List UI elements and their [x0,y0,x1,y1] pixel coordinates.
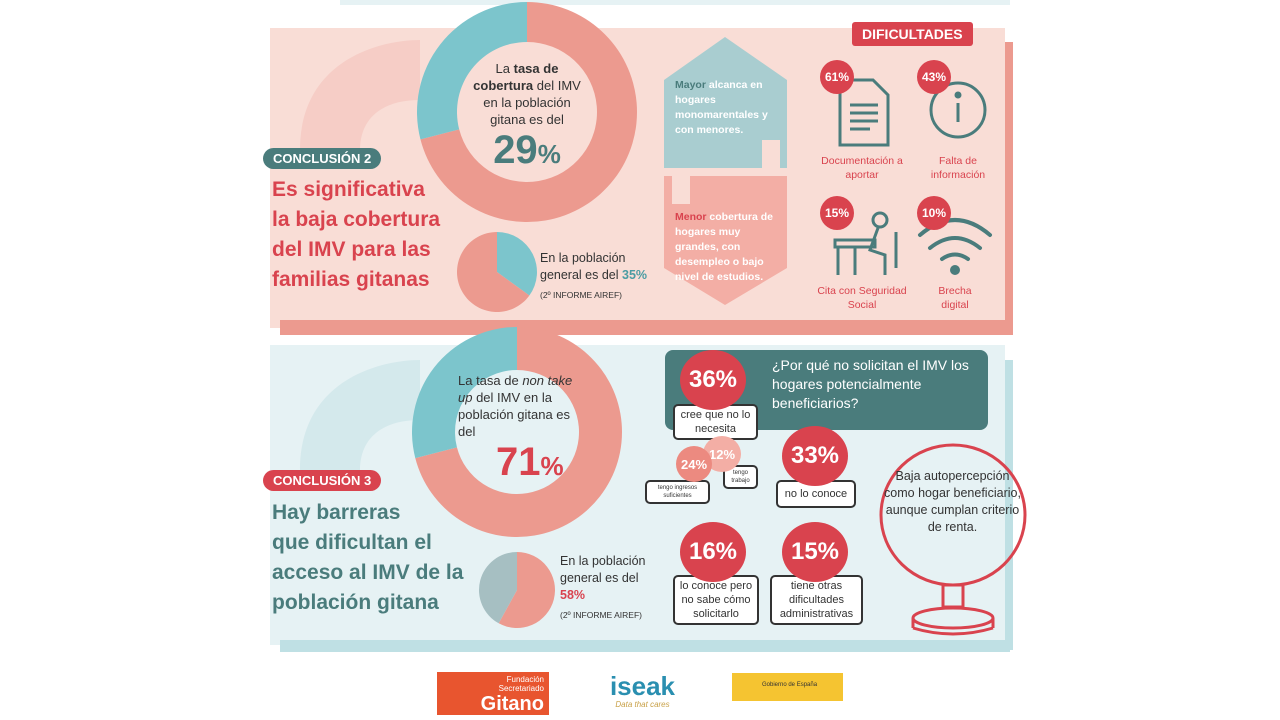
reason-label: cree que no lo necesita [673,404,758,440]
info-icon [929,81,987,139]
text-italic: non take up [458,373,573,405]
logo-text: Gitano [480,693,544,715]
donut-segment-rest [420,2,637,222]
reason-badge: 15% [782,522,848,582]
difficulties-title: DIFICULTADES [852,22,973,46]
difficulty-label: Documentación a aportar [821,155,903,181]
source: (2º INFORME AIREF) [560,610,642,620]
general-coverage-pie-chart [456,232,537,313]
value: 58% [560,588,586,602]
house-up-text: Mayor alcanca en hogares monomarentales … [675,78,780,138]
coverage-value: 29% [467,128,587,176]
reason-label: no lo conoce [776,480,856,508]
house-up-arrow [664,37,787,168]
text: del IMV en la población gitana es del [458,390,571,439]
house-down-text: Menor cobertura de hogares muy grandes, … [675,210,785,285]
text: En la población general es del [540,251,626,282]
coverage-donut-chart [417,2,637,222]
donut-segment-coverage [417,2,527,140]
text: La tasa de [458,373,523,388]
reason-badge: 16% [680,522,746,582]
conclusion2-tag: CONCLUSIÓN 2 [263,148,382,169]
difficulty-label: Cita con Seguridad Social [817,285,907,311]
logo-text: iseak [609,671,676,701]
non-take-up-donut-text: La tasa de non take up del IMV en la pob… [458,372,578,488]
iseak-logo: iseak Data that cares [605,672,680,709]
big-number-3-decoration [300,360,420,470]
document-icon [838,78,890,147]
pie-slice-rest [456,232,530,313]
text: En la población general es del [560,554,646,585]
house-down-arrow [664,176,787,305]
coverage-donut-text: La tasa de cobertura del IMV en la pobla… [467,60,587,176]
difficulty-label: Falta de información [930,155,986,181]
value: 29 [493,128,538,172]
conclusion3-headline: Hay barreras que dificultan el acceso al… [272,498,463,618]
pie-slice-rest [478,552,517,624]
source: (2º INFORME AIREF) [540,290,622,300]
headline-line: familias gitanas [272,268,430,291]
value: 35% [622,268,648,282]
conclusion2-headline: Es significativa la baja cobertura del I… [272,175,440,295]
mirror-icon [879,443,1027,636]
donut-segment-non-take-up [415,327,622,537]
headline-line: Hay barreras [272,501,401,524]
reason-label: tiene otras dificultades administrativas [770,575,863,625]
non-take-up-donut-chart [412,327,622,537]
headline-line: la baja cobertura [272,208,441,231]
logo-text: Secretariado [498,684,544,693]
general-coverage-text: En la población general es del 35% (2º I… [540,250,660,304]
text-bold: tasa de cobertura [473,61,559,93]
big-number-2-decoration [300,40,420,150]
unit: % [537,139,561,169]
gov-logo: Gobierno de España [732,673,843,701]
headline-line: población gitana [272,591,439,614]
text: alcanca en hogares monomarentales y con … [675,79,768,136]
text: del IMV en la población gitana es del [483,78,581,127]
value: 71 [496,440,541,484]
general-non-take-up-text: En la población general es del 58% (2º I… [560,553,660,624]
person-at-desk-icon [833,211,898,275]
reason-badge: 36% [680,350,746,410]
question-text: ¿Por qué no solicitan el IMV los hogares… [772,357,969,411]
reason-label: tengo ingresos suficientes [645,480,710,504]
difficulty-label: Brecha digital [938,285,972,311]
headline-line: Es significativa [272,178,425,201]
fsg-logo: Fundación Secretariado Gitano [437,672,549,715]
headline-line: que dificultan el [272,531,432,554]
text: cobertura de hogares muy grandes, con de… [675,211,774,283]
reason-label: tengo trabajo [723,465,758,489]
difficulty-badge: 43% [917,60,951,94]
logo-text: Data that cares [615,700,670,709]
bold: Menor [675,211,707,223]
difficulty-badge: 15% [820,196,854,230]
reason-badge: 24% [676,446,712,482]
headline-line: del IMV para las [272,238,431,261]
logo-text: Fundación [506,675,544,684]
bold: Mayor [675,79,706,91]
difficulty-badge: 10% [917,196,951,230]
donut-segment-rest [412,327,517,459]
non-take-up-value: 71% [458,440,578,488]
text: La [495,61,514,76]
conclusion3-tag: CONCLUSIÓN 3 [263,470,382,491]
wifi-icon [918,218,992,275]
pie-slice-non-take-up [498,552,555,628]
general-non-take-up-pie-chart [478,552,555,628]
reason-label: lo conoce pero no sabe cómo solicitarlo [673,575,759,625]
unit: % [540,451,564,481]
difficulty-badge: 61% [820,60,854,94]
pie-slice-coverage [497,232,537,296]
reason-badge: 33% [782,426,848,486]
headline-line: acceso al IMV de la [272,561,464,584]
mirror-text: Baja autopercepción como hogar beneficia… [884,469,1021,534]
